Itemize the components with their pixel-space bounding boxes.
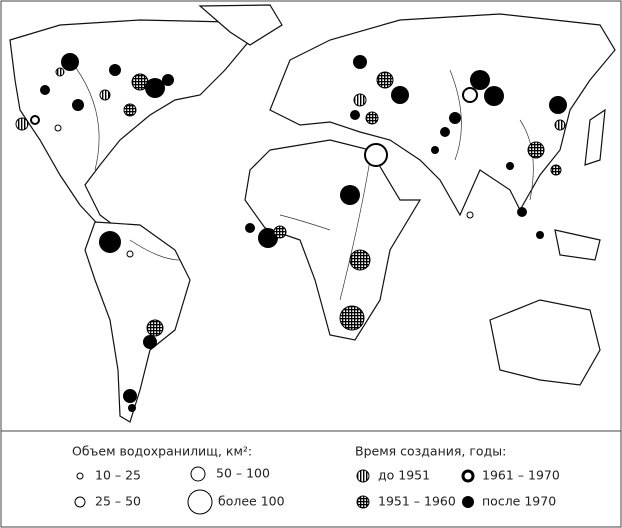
legend-title: Время создания, годы: [355, 444, 506, 459]
legend-label: 25 – 50 [95, 494, 141, 509]
reservoir-symbols [15, 53, 567, 412]
legend-label: более 100 [218, 494, 285, 509]
legend-label: 1951 – 1960 [378, 494, 456, 509]
legend-label: 10 – 25 [95, 468, 141, 483]
legend-symbol [187, 489, 213, 515]
legend-label: 50 – 100 [216, 466, 270, 481]
legend-label: до 1951 [378, 468, 430, 483]
legend-symbol [76, 472, 84, 480]
legend-symbol [356, 495, 370, 509]
legend-symbol [462, 496, 474, 508]
legend-symbol [190, 466, 206, 482]
legend-symbol [461, 469, 475, 483]
legend-title: Объем водохранилищ, км²: [72, 444, 252, 459]
legend-label: после 1970 [482, 494, 556, 509]
legend: Объем водохранилищ, км²: 10 – 25 25 – 50… [72, 444, 560, 515]
legend-symbol [74, 496, 86, 508]
legend-label: 1961 – 1970 [482, 468, 560, 483]
legend-symbol [356, 469, 370, 483]
